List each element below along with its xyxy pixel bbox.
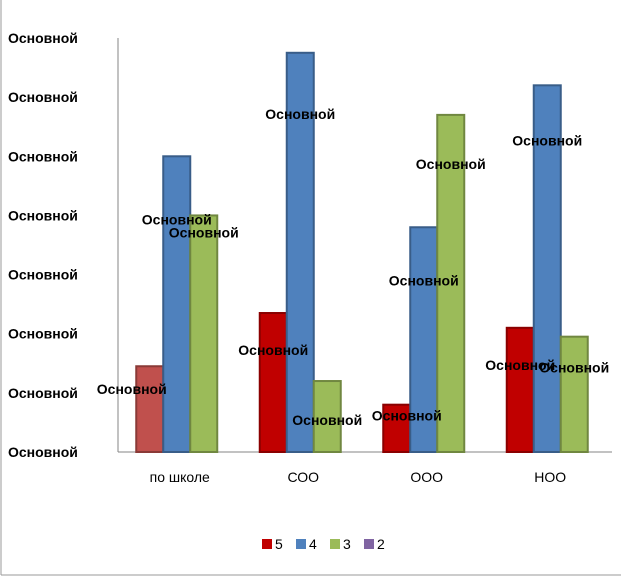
- bar-series-5-2: [382, 403, 412, 453]
- bar-series-4-0: [162, 155, 192, 454]
- bar-series-3-3: [559, 335, 589, 453]
- data-label-series-5: Основной: [97, 381, 167, 397]
- bar-series-4-2: [409, 226, 439, 453]
- legend-swatch-3: [330, 539, 340, 549]
- bar-series-5-3: [505, 326, 535, 453]
- x-tick-label: ООО: [410, 469, 443, 485]
- data-label-series-4: Основной: [389, 272, 459, 288]
- bar-series-4-1: [285, 51, 315, 454]
- x-tick-label: по школе: [150, 469, 210, 485]
- y-tick-label: Основной: [8, 89, 78, 105]
- data-label-series-5: Основной: [238, 342, 308, 358]
- y-tick-label: Основной: [8, 207, 78, 223]
- bar-series-3-0: [189, 214, 219, 453]
- data-label-series-5: Основной: [372, 408, 442, 424]
- legend-label-3: 3: [343, 536, 351, 552]
- y-tick-label: Основной: [8, 444, 78, 460]
- data-label-series-3: Основной: [169, 224, 239, 240]
- bar-series-3-1: [312, 380, 342, 453]
- bar-series-3-2: [436, 113, 466, 453]
- legend-swatch-5: [262, 539, 272, 549]
- data-label-series-4: Основной: [142, 211, 212, 227]
- x-tick-label: НОО: [534, 469, 566, 485]
- data-label-series-3: Основной: [292, 412, 362, 428]
- y-tick-label: Основной: [8, 148, 78, 164]
- data-label-series-5: Основной: [485, 357, 555, 373]
- data-label-series-3: Основной: [416, 156, 486, 172]
- data-label-series-4: Основной: [265, 106, 335, 122]
- legend-label-4: 4: [309, 536, 317, 552]
- legend-swatch-4: [296, 539, 306, 549]
- y-tick-label: Основной: [8, 30, 78, 46]
- data-label-series-3: Основной: [539, 360, 609, 376]
- data-label-series-4: Основной: [512, 132, 582, 148]
- x-tick-label: СОО: [287, 469, 319, 485]
- legend-label-2: 2: [377, 536, 385, 552]
- bar-series-5-0: [135, 365, 165, 453]
- y-tick-label: Основной: [8, 385, 78, 401]
- legend-swatch-2: [364, 539, 374, 549]
- y-tick-label: Основной: [8, 326, 78, 342]
- bar-series-4-3: [532, 84, 562, 453]
- bar-series-5-1: [258, 312, 288, 453]
- legend-label-5: 5: [275, 536, 283, 552]
- y-tick-label: Основной: [8, 267, 78, 283]
